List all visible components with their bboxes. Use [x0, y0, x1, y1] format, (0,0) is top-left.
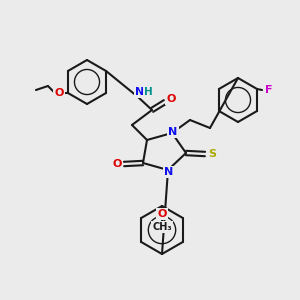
Text: F: F — [265, 85, 273, 95]
Text: O: O — [157, 209, 167, 219]
Text: S: S — [208, 149, 216, 159]
Text: O: O — [166, 94, 176, 104]
Text: CH₃: CH₃ — [152, 222, 172, 232]
Text: O: O — [112, 159, 122, 169]
Text: N: N — [168, 127, 178, 137]
Text: N: N — [135, 87, 145, 97]
Text: O: O — [54, 88, 64, 98]
Text: H: H — [144, 87, 152, 97]
Text: N: N — [164, 167, 174, 177]
